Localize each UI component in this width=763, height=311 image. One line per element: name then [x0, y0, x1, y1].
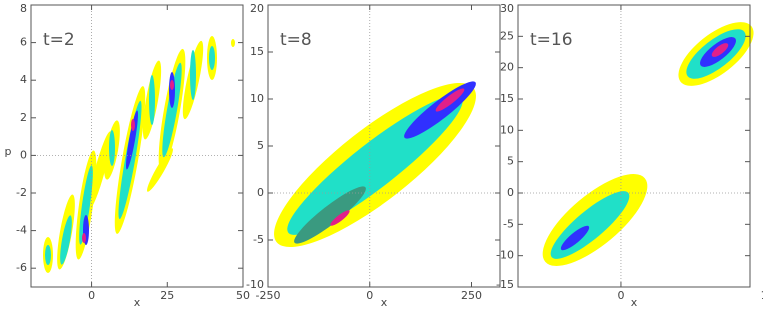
y-tick-label: 0	[257, 186, 264, 199]
x-tick-label: 0	[617, 289, 624, 302]
y-axis-label: p	[5, 145, 12, 158]
x-tick-label: 250	[461, 289, 482, 302]
y-tick-label: 2	[20, 111, 27, 124]
plot-frame	[30, 4, 244, 288]
y-tick-label: 10	[250, 92, 264, 105]
y-tick-label: 4	[20, 73, 27, 86]
panel-title: t=8	[280, 30, 312, 50]
y-tick-label: -15	[496, 278, 514, 291]
x-tick-label: 1000	[761, 289, 763, 302]
y-tick-label: -5	[253, 233, 264, 246]
y-tick-label: 20	[500, 61, 514, 74]
density-layers	[43, 22, 754, 273]
panel-title: t=16	[530, 30, 573, 50]
y-tick-label: 0	[20, 148, 27, 161]
x-axis-label: x	[134, 296, 141, 309]
y-tick-label: 20	[250, 2, 264, 15]
y-tick-label: 5	[257, 139, 264, 152]
x-tick-label: 0	[88, 289, 95, 302]
x-tick-label: 50	[236, 289, 250, 302]
x-axis-label: x	[381, 296, 388, 309]
y-tick-label: 15	[250, 45, 264, 58]
x-tick-label: 25	[160, 289, 174, 302]
density-panel-2	[274, 81, 476, 248]
y-tick-label: 0	[507, 186, 514, 199]
y-tick-label: 6	[20, 36, 27, 49]
density-panel-3	[542, 22, 754, 266]
y-tick-label: 25	[500, 29, 514, 42]
y-tick-label: 8	[20, 2, 27, 15]
x-tick-label: -250	[256, 289, 281, 302]
panel-title: t=2	[43, 30, 75, 50]
y-tick-label: -5	[503, 217, 514, 230]
y-tick-label: -10	[496, 249, 514, 262]
y-tick-label: 5	[507, 155, 514, 168]
x-tick-label: 0	[366, 289, 373, 302]
y-tick-label: -10	[246, 278, 264, 291]
x-axis-label: x	[631, 296, 638, 309]
plot-frame	[517, 4, 751, 288]
density-panel-1	[43, 36, 235, 273]
y-tick-label: 15	[500, 92, 514, 105]
y-tick-label: -6	[16, 261, 27, 274]
y-tick-label: -2	[16, 186, 27, 199]
y-tick-label: 30	[500, 2, 514, 15]
y-tick-label: -4	[16, 224, 27, 237]
y-tick-label: 10	[500, 123, 514, 136]
